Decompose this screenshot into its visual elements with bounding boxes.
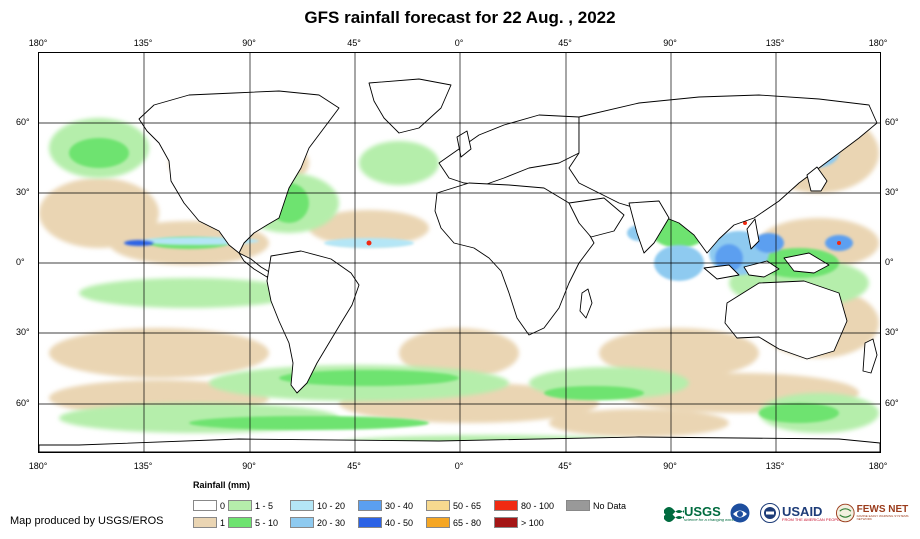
top-lon-tick: 135°: [765, 38, 785, 48]
map-title: GFS rainfall forecast for 22 Aug. , 2022: [304, 8, 616, 27]
legend-item-no-data: No Data: [566, 500, 626, 511]
bottom-lon-tick: 0°: [454, 461, 464, 471]
right-lat-tick: 30°: [885, 187, 899, 197]
legend-swatch: [358, 500, 382, 511]
legend-label: 80 - 100: [521, 500, 555, 511]
legend-label: No Data: [593, 500, 627, 511]
graticule-lines: [39, 53, 880, 452]
legend-label: 0: [220, 500, 226, 511]
legend-swatch: [566, 500, 590, 511]
legend-label: 5 - 10: [255, 517, 279, 528]
legend-swatch: [228, 500, 252, 511]
top-lon-tick: 90°: [663, 38, 677, 48]
noaa-seal-icon: [730, 503, 750, 523]
legend-item-65-80mm: 65 - 80: [426, 517, 481, 528]
left-lat-tick: 30°: [16, 327, 30, 337]
right-lat-tick: 0°: [885, 257, 894, 267]
usgs-logo: USGS science for a changing world: [664, 500, 735, 526]
fewsnet-globe-icon: [836, 503, 855, 523]
usgs-wordmark: USGS: [684, 503, 721, 519]
noaa-logo: [730, 500, 750, 526]
legend-item-10-20mm: 10 - 20: [290, 500, 345, 511]
legend-item-40-50mm: 40 - 50: [358, 517, 413, 528]
top-lon-tick: 45°: [558, 38, 572, 48]
top-lon-tick: 90°: [242, 38, 256, 48]
left-lat-tick: 0°: [16, 257, 25, 267]
legend-label: 1: [220, 517, 226, 528]
legend-swatch: [358, 517, 382, 528]
top-lon-tick: 45°: [347, 38, 361, 48]
legend-label: 1 - 5: [255, 500, 274, 511]
legend-item-1-5mm: 1 - 5: [228, 500, 273, 511]
map-credit: Map produced by USGS/EROS: [10, 515, 164, 527]
right-lat-tick: 30°: [885, 327, 899, 337]
legend-swatch: [193, 500, 217, 511]
fewsnet-logo: FEWS NET FAMINE EARLY WARNING SYSTEMS NE…: [836, 500, 920, 526]
bottom-lon-tick: 180°: [868, 461, 888, 471]
bottom-lon-tick: 45°: [558, 461, 572, 471]
top-lon-tick: 135°: [133, 38, 153, 48]
legend-label: 10 - 20: [317, 500, 346, 511]
legend-item-20-30mm: 20 - 30: [290, 517, 345, 528]
bottom-lon-tick: 45°: [347, 461, 361, 471]
bottom-lon-tick: 135°: [765, 461, 785, 471]
legend-item-50-65mm: 50 - 65: [426, 500, 481, 511]
right-lat-tick: 60°: [885, 117, 899, 127]
legend-swatch: [228, 517, 252, 528]
legend-label: 65 - 80: [453, 517, 482, 528]
legend-swatch: [494, 500, 518, 511]
usgs-wave-icon: [664, 507, 684, 522]
usaid-tagline: FROM THE AMERICAN PEOPLE: [782, 516, 842, 522]
right-lat-tick: 60°: [885, 398, 899, 408]
legend-item-over-100mm: > 100: [494, 517, 544, 528]
rainfall-map[interactable]: [38, 52, 881, 453]
usaid-wordmark: USAID: [782, 503, 823, 519]
fewsnet-tagline: FAMINE EARLY WARNING SYSTEMS NETWORK: [856, 514, 909, 521]
legend-label: 40 - 50: [385, 517, 414, 528]
legend-item-1mm: 1: [193, 517, 225, 528]
legend-swatch: [426, 517, 450, 528]
legend-swatch: [290, 500, 314, 511]
usgs-tagline: science for a changing world: [684, 516, 735, 522]
bottom-lon-tick: 135°: [133, 461, 153, 471]
continent-outlines: [38, 78, 881, 453]
bottom-lon-tick: 90°: [663, 461, 677, 471]
rainfall-map-canvas: [38, 53, 881, 453]
legend-title: Rainfall (mm): [193, 480, 251, 490]
legend-label: > 100: [521, 517, 544, 528]
top-lon-tick: 0°: [454, 38, 464, 48]
fewsnet-wordmark: FEWS NET: [856, 504, 909, 515]
legend-swatch: [426, 500, 450, 511]
bottom-lon-tick: 90°: [242, 461, 256, 471]
usaid-logo: USAID FROM THE AMERICAN PEOPLE: [760, 500, 842, 526]
left-lat-tick: 30°: [16, 187, 30, 197]
legend-label: 30 - 40: [385, 500, 414, 511]
left-lat-tick: 60°: [16, 398, 30, 408]
legend-swatch: [494, 517, 518, 528]
top-lon-tick: 180°: [28, 38, 48, 48]
legend-swatch: [193, 517, 217, 528]
bottom-lon-tick: 180°: [28, 461, 48, 471]
legend-item-80-100mm: 80 - 100: [494, 500, 554, 511]
top-lon-tick: 180°: [868, 38, 888, 48]
legend-swatch: [290, 517, 314, 528]
usaid-seal-icon: [760, 503, 780, 523]
legend-label: 20 - 30: [317, 517, 346, 528]
legend-item-5-10mm: 5 - 10: [228, 517, 278, 528]
legend-item-0mm: 0: [193, 500, 225, 511]
legend-label: 50 - 65: [453, 500, 482, 511]
left-lat-tick: 60°: [16, 117, 30, 127]
legend-item-30-40mm: 30 - 40: [358, 500, 413, 511]
